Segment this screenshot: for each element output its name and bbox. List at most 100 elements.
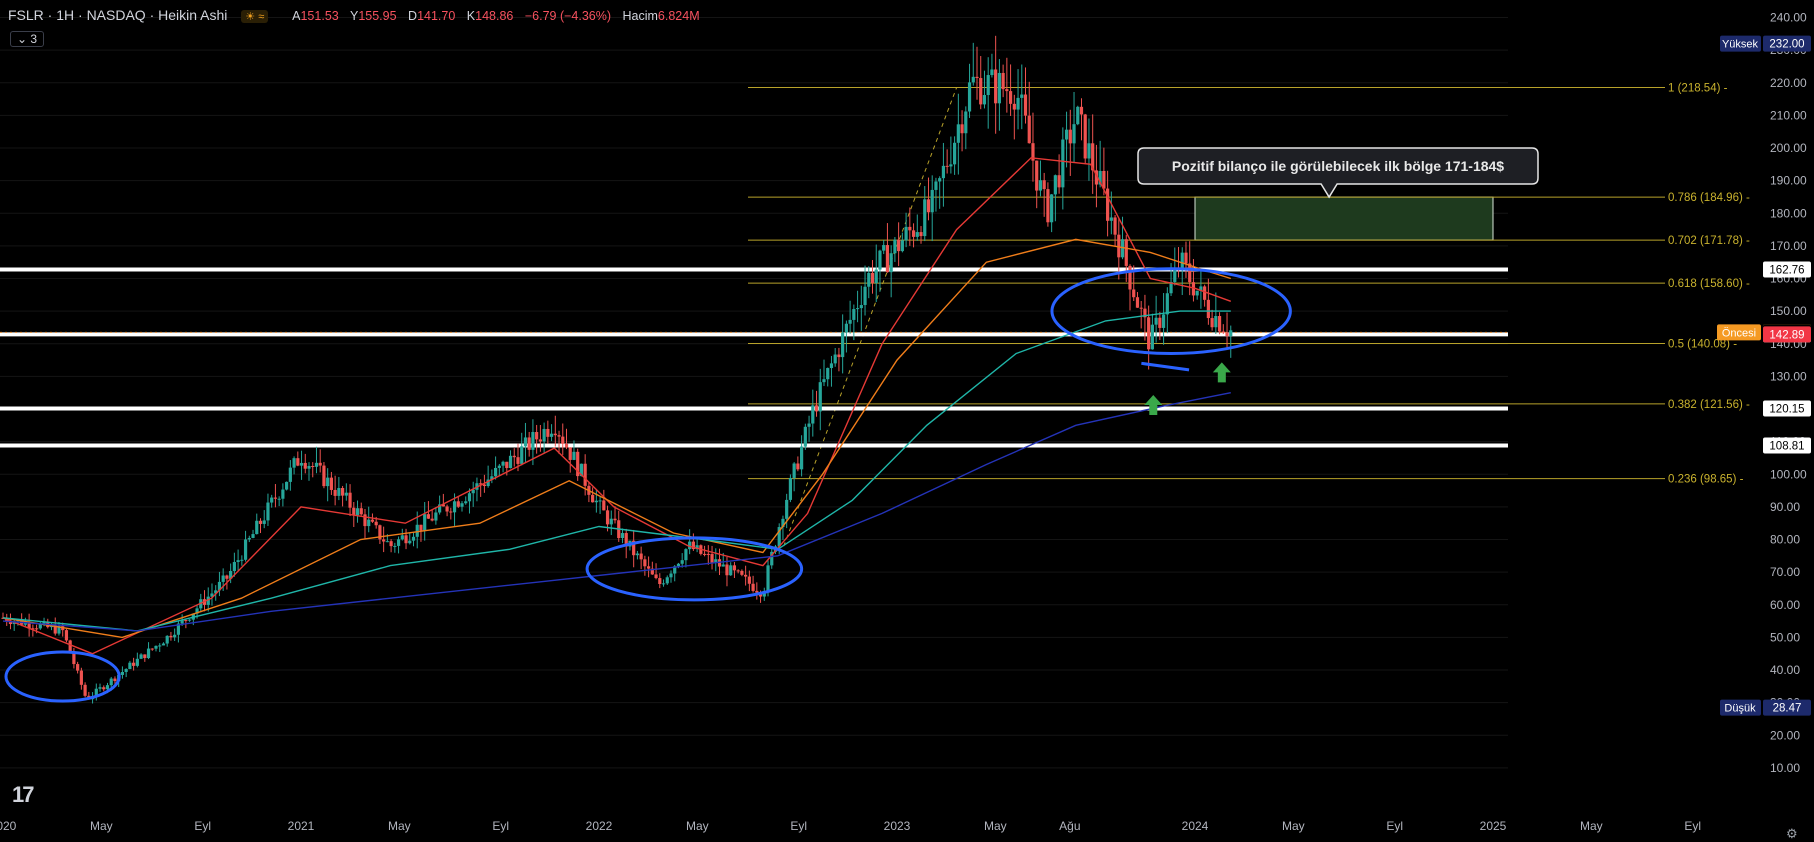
- candle-body: [430, 518, 434, 521]
- candle-body: [359, 508, 363, 515]
- candle-body: [277, 498, 281, 500]
- candle-body: [326, 477, 330, 487]
- candle-body: [288, 467, 292, 482]
- x-tick-label: 2024: [1182, 819, 1209, 833]
- candle-body: [1169, 281, 1173, 294]
- candle-body: [658, 578, 662, 585]
- candle-body: [42, 621, 46, 625]
- candle-body: [1191, 282, 1196, 296]
- candle-body: [363, 514, 367, 527]
- candle-body: [1020, 94, 1024, 98]
- y-tick-label: 150.00: [1770, 304, 1807, 318]
- x-tick-label: May: [1580, 819, 1603, 833]
- candle-body: [796, 463, 800, 470]
- gear-icon[interactable]: ⚙: [1786, 826, 1798, 841]
- market-status-icon[interactable]: ☀ ≈: [241, 10, 269, 23]
- moving-average-line: [2, 310, 1231, 632]
- candle-body: [344, 492, 348, 496]
- candle-body: [1217, 316, 1222, 332]
- candle-body: [680, 560, 684, 564]
- candle-body: [1046, 189, 1050, 223]
- candle-body: [770, 551, 774, 566]
- candle-body: [897, 239, 901, 252]
- y-tick-label: 100.00: [1770, 467, 1807, 481]
- candle-body: [240, 559, 244, 561]
- candle-body: [688, 541, 692, 550]
- candle-body: [1214, 316, 1218, 328]
- tradingview-logo-icon[interactable]: 17: [12, 782, 35, 807]
- candle-body: [908, 226, 912, 231]
- candle-body: [124, 669, 128, 672]
- y-tick-label: 20.00: [1770, 728, 1800, 742]
- price-tag-prefix: Yüksek: [1722, 39, 1759, 51]
- candle-body: [669, 573, 673, 578]
- symbol-title[interactable]: FSLR · 1H · NASDAQ · Heikin Ashi: [8, 7, 228, 23]
- candle-body: [643, 559, 647, 567]
- y-tick-label: 170.00: [1770, 239, 1807, 253]
- price-tag-prefix-bg: [1720, 699, 1761, 716]
- y-tick-label: 220.00: [1770, 76, 1807, 90]
- candle-body: [1083, 114, 1087, 159]
- candle-body: [449, 511, 453, 513]
- x-tick-label: May: [1282, 819, 1305, 833]
- candle-body: [941, 165, 946, 179]
- candle-body: [1180, 252, 1184, 271]
- change-value: −6.79 (−4.36%): [524, 9, 612, 23]
- candle-body: [766, 565, 770, 591]
- candle-body: [833, 354, 837, 364]
- candle-body: [542, 428, 546, 442]
- candle-body: [1072, 124, 1076, 144]
- candle-body: [647, 566, 651, 569]
- candle-body: [747, 576, 751, 584]
- candle-body: [1147, 317, 1151, 350]
- candle-body: [31, 628, 35, 630]
- candle-body: [986, 75, 990, 96]
- price-tag: 232.00: [1769, 39, 1804, 51]
- x-tick-label: 2022: [586, 819, 613, 833]
- candle-body: [546, 428, 550, 437]
- y-tick-label: 210.00: [1770, 108, 1807, 122]
- fib-level-label: 0.618 (158.60) -: [1668, 278, 1750, 290]
- candle-body: [706, 553, 710, 555]
- candle-body: [863, 286, 867, 306]
- candle-body: [781, 518, 785, 528]
- candle-body: [333, 489, 337, 496]
- candle-body: [195, 608, 199, 614]
- candle-body: [814, 405, 819, 412]
- candle-body: [725, 564, 729, 576]
- x-tick-label: 2025: [1480, 819, 1507, 833]
- candle-body: [113, 678, 117, 682]
- drawing-underline: [1141, 361, 1190, 372]
- candle-body: [221, 575, 225, 582]
- candle-body: [934, 181, 938, 190]
- candle-body: [482, 484, 487, 487]
- y-tick-label: 10.00: [1770, 761, 1800, 775]
- candle-body: [792, 463, 796, 478]
- candle-body: [132, 662, 136, 666]
- y-tick-label: 200.00: [1770, 141, 1807, 155]
- candle-body: [665, 577, 669, 584]
- fib-level-label: 0.786 (184.96) -: [1668, 192, 1750, 204]
- fib-level-label: 0.702 (171.78) -: [1668, 235, 1750, 247]
- candle-body: [979, 78, 983, 105]
- candle-body: [232, 562, 236, 572]
- candle-body: [1195, 290, 1199, 296]
- y-tick-label: 40.00: [1770, 663, 1800, 677]
- candle-body: [471, 489, 475, 494]
- x-tick-label: May: [90, 819, 113, 833]
- candle-body: [904, 226, 908, 241]
- candle-body: [1158, 317, 1162, 328]
- candle-body: [661, 583, 666, 585]
- candle-body: [1053, 175, 1057, 195]
- candle-body: [400, 535, 404, 540]
- candle-body: [923, 199, 927, 237]
- candle-body: [788, 477, 793, 500]
- candle-body: [1143, 308, 1147, 318]
- fib-level-label: 0.5 (140.08) -: [1668, 338, 1737, 350]
- indicators-toggle-button[interactable]: ⌄ 3: [10, 31, 45, 47]
- candle-body: [139, 654, 143, 659]
- candle-body: [971, 76, 975, 83]
- candle-body: [800, 446, 804, 470]
- candle-body: [710, 554, 714, 563]
